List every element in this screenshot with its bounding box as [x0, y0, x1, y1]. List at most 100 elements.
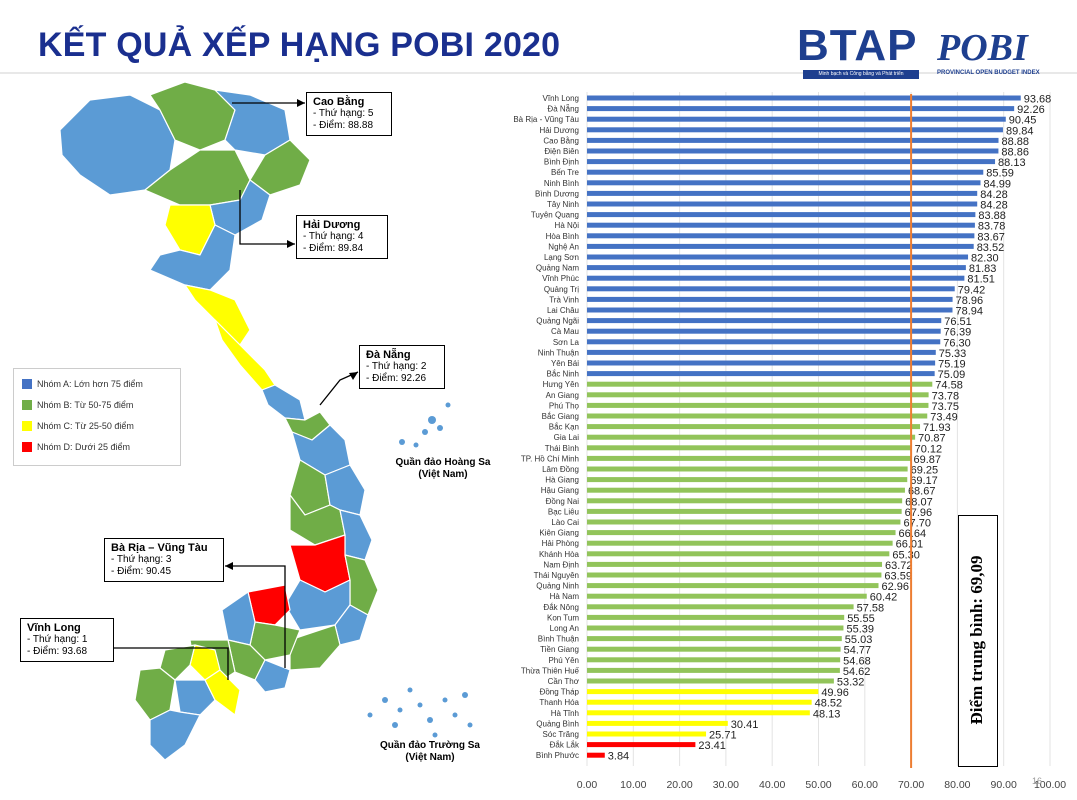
value-label: 49.96: [821, 687, 849, 699]
callout-name: Hải Dương: [303, 219, 361, 231]
x-tick-label: 100.00: [1034, 779, 1066, 791]
bar: [587, 487, 905, 493]
category-label: Yên Bái: [551, 359, 579, 368]
callout-caobang: Cao Bằng - Thứ hạng: 5 - Điểm: 88.88: [306, 92, 392, 136]
bar: [587, 614, 845, 620]
map-region-cantho: [174, 679, 216, 716]
bar: [587, 519, 901, 525]
category-label: Ninh Thuận: [538, 348, 579, 357]
category-label: Tây Ninh: [547, 200, 579, 209]
value-label: 88.86: [1001, 147, 1029, 159]
x-tick-label: 60.00: [852, 779, 878, 791]
pobi-logo: POBI PROVINCIAL OPEN BUDGET INDEX: [937, 26, 1057, 78]
island-sub: (Việt Nam): [418, 469, 468, 480]
x-tick-label: 0.00: [577, 779, 598, 791]
bar: [587, 646, 841, 652]
bar: [587, 233, 975, 239]
category-label: Lâm Đồng: [542, 465, 579, 474]
value-label: 66.01: [896, 539, 924, 551]
island-sub: (Việt Nam): [405, 752, 455, 763]
bar: [587, 95, 1021, 101]
bar: [587, 572, 882, 578]
x-tick-label: 50.00: [805, 779, 831, 791]
category-label: Thái Nguyên: [534, 571, 579, 580]
bar: [587, 222, 975, 228]
value-label: 57.58: [857, 602, 885, 614]
value-label: 74.58: [935, 380, 963, 392]
bar: [587, 593, 867, 599]
bar: [587, 710, 810, 716]
bar: [587, 392, 929, 398]
page-number: 16: [1032, 776, 1043, 786]
value-label: 62.96: [882, 581, 910, 593]
value-label: 48.52: [815, 698, 843, 710]
category-label: Đồng Nai: [546, 497, 580, 506]
category-label: Lai Châu: [547, 306, 579, 315]
map-region-vungtau: [254, 659, 291, 693]
category-label: Quảng Ninh: [536, 582, 579, 591]
bar: [587, 328, 941, 334]
bar: [587, 159, 996, 165]
category-label: Bắc Giang: [542, 412, 579, 421]
value-label: 78.94: [955, 306, 983, 318]
value-label: 76.51: [944, 316, 972, 328]
island-label-truongsa: Quần đảo Trường Sa (Việt Nam): [370, 740, 490, 764]
category-label: Bắc Kạn: [549, 423, 579, 432]
category-label: Thừa Thiên Huế: [521, 666, 580, 675]
bar: [587, 477, 908, 483]
map-region-hatinh: [184, 284, 251, 346]
bar: [587, 254, 969, 260]
category-label: Hà Tĩnh: [551, 709, 579, 718]
x-tick-label: 20.00: [666, 779, 692, 791]
value-label: 55.39: [846, 624, 874, 636]
category-label: Sóc Trăng: [543, 730, 579, 739]
category-label: Phú Yên: [548, 656, 579, 665]
x-tick-label: 30.00: [713, 779, 739, 791]
value-label: 69.25: [911, 465, 939, 477]
x-tick-label: 80.00: [944, 779, 970, 791]
bar: [587, 296, 953, 302]
bar: [587, 678, 834, 684]
category-label: Ninh Bình: [544, 179, 579, 188]
category-label: Vĩnh Phúc: [542, 274, 579, 283]
value-label: 54.68: [843, 655, 871, 667]
callout-score: - Điểm: 89.84: [303, 243, 364, 254]
callout-score: - Điểm: 93.68: [27, 646, 88, 657]
category-label: Tuyên Quang: [531, 211, 579, 220]
category-label: Tiền Giang: [540, 645, 579, 654]
value-label: 70.87: [918, 433, 946, 445]
callout-connector-bariavungtau: [225, 565, 286, 668]
island-label-hoangsa: Quần đảo Hoàng Sa (Việt Nam): [383, 457, 503, 481]
category-label: Đồng Tháp: [540, 688, 580, 697]
category-label: Khánh Hòa: [539, 550, 580, 559]
value-label: 76.39: [944, 327, 972, 339]
value-label: 63.59: [884, 571, 912, 583]
bar: [587, 466, 908, 472]
value-label: 85.59: [986, 168, 1014, 180]
category-label: Bến Tre: [551, 168, 580, 177]
callout-name: Cao Bằng: [313, 96, 365, 108]
value-label: 25.71: [709, 730, 737, 742]
category-label: Bình Phước: [536, 751, 579, 760]
legend-swatch: [22, 420, 32, 431]
bar: [587, 349, 936, 355]
island-name: Quần đảo Trường Sa: [380, 740, 480, 751]
category-label: Hậu Giang: [541, 486, 579, 495]
callout-rank: - Thứ hạng: 2: [366, 361, 427, 372]
bar: [587, 212, 976, 218]
bar: [587, 540, 893, 546]
bar: [587, 424, 921, 430]
bar: [587, 699, 812, 705]
category-label: Quảng Ngãi: [536, 317, 579, 326]
value-label: 79.42: [958, 284, 986, 296]
value-label: 73.49: [930, 412, 958, 424]
bar: [587, 561, 883, 567]
category-label: Hòa Bình: [546, 232, 579, 241]
btap-logo-tagline: Minh bạch và Công bằng và Phát triển: [803, 70, 919, 79]
bar: [587, 445, 912, 451]
bar: [587, 127, 1003, 133]
value-label: 90.45: [1009, 115, 1037, 127]
callout-rank: - Thứ hạng: 3: [111, 554, 172, 565]
bar: [587, 657, 841, 663]
map-region-camau: [149, 709, 201, 761]
